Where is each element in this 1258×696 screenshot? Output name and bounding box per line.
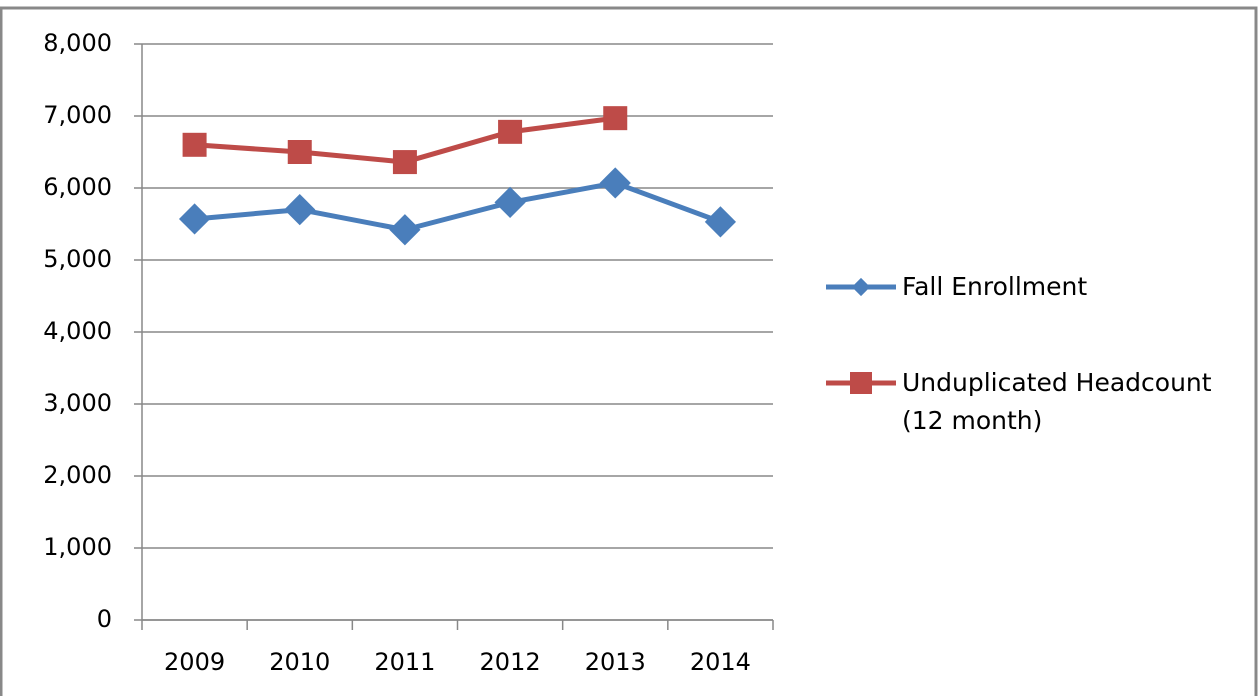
x-tick-label: 2011 [374,648,435,676]
legend-label: Fall Enrollment [902,272,1088,301]
marker [704,206,737,238]
x-tick-label: 2012 [480,648,541,676]
marker [389,214,421,246]
y-tick-label: 4,000 [43,317,112,345]
marker [178,203,211,235]
marker [850,372,872,394]
x-tick-label: 2009 [164,648,225,676]
marker [498,119,523,144]
marker [494,186,526,218]
marker [287,140,312,164]
marker [392,150,417,175]
series-line [194,180,722,233]
y-tick-label: 6,000 [43,173,112,201]
chart-frame [0,6,1258,696]
marker [182,132,207,157]
y-tick-label: 2,000 [43,461,112,489]
y-tick-label: 5,000 [43,245,112,273]
y-tick-label: 1,000 [43,533,112,561]
marker [284,194,316,226]
marker [851,277,871,297]
y-tick-label: 8,000 [43,29,112,57]
x-tick-label: 2013 [585,648,646,676]
x-tick-label: 2010 [269,648,330,676]
marker [599,167,631,199]
y-tick-label: 0 [97,605,112,633]
marker [603,106,628,131]
y-tick-label: 3,000 [43,389,112,417]
x-tick-label: 2014 [690,648,751,676]
y-tick-label: 7,000 [43,101,112,129]
legend-label: Unduplicated Headcount (12 month) [902,368,1212,435]
